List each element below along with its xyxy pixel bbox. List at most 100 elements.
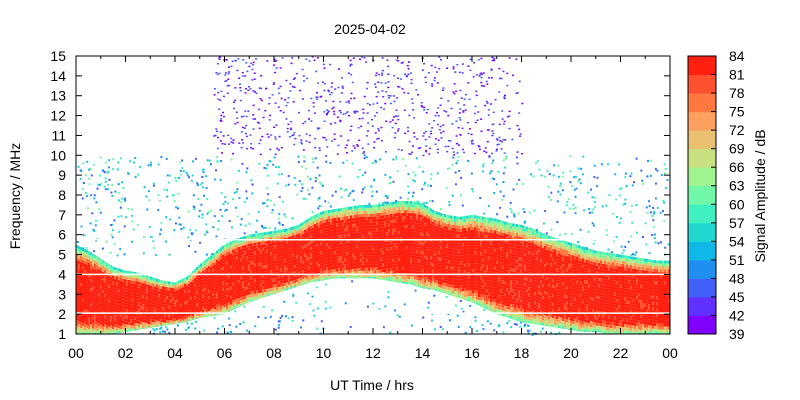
- trace-cell: [254, 266, 256, 270]
- trace-cell: [104, 279, 106, 283]
- trace-cell: [460, 249, 462, 253]
- trace-cell: [328, 237, 330, 240]
- trace-cell: [314, 275, 316, 278]
- trace-cell: [332, 242, 334, 246]
- trace-cell: [206, 270, 208, 274]
- trace-cell: [398, 276, 400, 279]
- trace-cell: [236, 280, 238, 284]
- trace-cell: [284, 268, 286, 271]
- trace-cell: [474, 233, 476, 237]
- trace-cell: [310, 225, 312, 229]
- trace-cell: [248, 243, 250, 247]
- trace-cell: [290, 260, 292, 264]
- trace-cell: [492, 287, 494, 291]
- trace-cell: [368, 255, 370, 259]
- trace-cell: [332, 230, 334, 234]
- trace-cell: [94, 296, 96, 300]
- trace-cell: [378, 228, 380, 231]
- trace-cell: [492, 260, 494, 264]
- trace-cell: [160, 312, 162, 316]
- trace-cell: [418, 211, 420, 215]
- trace-cell: [478, 276, 480, 279]
- trace-cell: [310, 246, 312, 250]
- trace-cell: [478, 228, 480, 231]
- trace-cell: [102, 272, 104, 275]
- trace-cell: [174, 300, 176, 304]
- trace-cell: [198, 310, 200, 314]
- trace-cell: [478, 300, 480, 303]
- trace-cell: [328, 249, 330, 252]
- trace-cell: [276, 266, 278, 270]
- trace-cell: [422, 245, 424, 249]
- trace-cell: [302, 246, 304, 250]
- trace-cell: [258, 239, 260, 243]
- trace-cell: [246, 295, 248, 299]
- trace-cell: [354, 205, 356, 209]
- trace-cell: [472, 215, 474, 218]
- trace-cell: [396, 270, 398, 274]
- trace-cell: [352, 251, 354, 255]
- trace-cell: [194, 278, 196, 282]
- trace-cell: [438, 221, 440, 225]
- trace-cell: [208, 266, 210, 270]
- trace-cell: [272, 266, 274, 270]
- trace-cell: [356, 226, 358, 230]
- trace-cell: [196, 297, 198, 301]
- trace-cell: [398, 222, 400, 225]
- trace-cell: [114, 276, 116, 280]
- trace-cell: [410, 219, 412, 223]
- trace-cell: [306, 279, 308, 283]
- trace-cell: [426, 232, 428, 236]
- trace-cell: [490, 259, 492, 263]
- trace-cell: [224, 289, 226, 293]
- trace-cell: [144, 313, 146, 317]
- trace-cell: [474, 278, 476, 282]
- trace-cell: [488, 295, 490, 299]
- trace-cell: [466, 263, 468, 267]
- trace-cell: [346, 210, 348, 214]
- trace-cell: [484, 264, 486, 268]
- trace-cell: [410, 255, 412, 259]
- trace-cell: [310, 255, 312, 259]
- trace-cell: [274, 266, 276, 270]
- trace-cell: [212, 265, 214, 269]
- trace-cell: [400, 279, 402, 282]
- trace-cell: [330, 218, 332, 222]
- trace-cell: [462, 279, 464, 283]
- trace-cell: [270, 264, 272, 268]
- trace-cell: [472, 293, 474, 296]
- trace-cell: [286, 270, 288, 274]
- trace-cell: [240, 237, 242, 241]
- trace-cell: [218, 249, 220, 253]
- trace-cell: [422, 212, 424, 216]
- trace-cell: [318, 249, 320, 253]
- trace-cell: [444, 289, 446, 293]
- trace-cell: [494, 260, 496, 264]
- trace-cell: [272, 236, 274, 240]
- trace-cell: [100, 273, 102, 277]
- trace-cell: [470, 242, 472, 245]
- trace-cell: [444, 256, 446, 260]
- trace-cell: [430, 259, 432, 263]
- trace-cell: [262, 286, 264, 290]
- trace-cell: [410, 258, 412, 262]
- trace-cell: [490, 301, 492, 305]
- trace-cell: [304, 256, 306, 260]
- trace-cell: [346, 246, 348, 250]
- trace-cell: [464, 219, 466, 222]
- trace-cell: [84, 309, 86, 312]
- trace-cell: [284, 244, 286, 247]
- trace-cell: [254, 254, 256, 258]
- trace-cell: [370, 252, 372, 256]
- trace-cell: [482, 276, 484, 280]
- trace-cell: [204, 302, 206, 306]
- trace-cell: [444, 232, 446, 236]
- trace-cell: [458, 288, 460, 292]
- trace-cell: [106, 265, 108, 269]
- trace-cell: [372, 264, 374, 268]
- trace-cell: [190, 290, 192, 294]
- trace-cell: [322, 274, 324, 278]
- trace-cell: [364, 240, 366, 244]
- trace-cell: [490, 220, 492, 224]
- trace-cell: [376, 210, 378, 214]
